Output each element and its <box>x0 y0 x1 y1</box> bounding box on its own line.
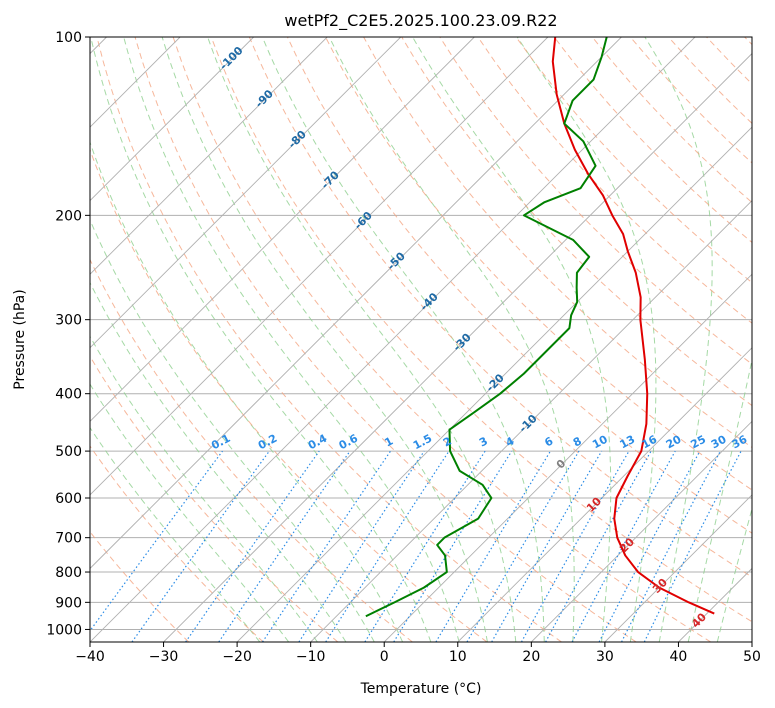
mixing-ratio-label: 10 <box>590 433 610 452</box>
x-tick-label: −10 <box>296 649 326 665</box>
moist-adiabat-line <box>161 37 488 642</box>
x-tick-label: 10 <box>449 649 467 665</box>
isotherm-line <box>383 273 752 642</box>
dry-adiabat-line <box>90 355 339 642</box>
x-tick-label: 40 <box>670 649 688 665</box>
isotherm-line <box>457 347 752 642</box>
y-axis-label: Pressure (hPa) <box>12 289 28 389</box>
plot-frame <box>89 36 753 643</box>
isotherms <box>90 37 752 642</box>
y-tick-label: 500 <box>55 444 82 460</box>
y-tick-label: 700 <box>55 531 82 547</box>
x-tick-label: 0 <box>380 649 389 665</box>
mixing-ratio-label: 25 <box>688 433 708 452</box>
x-tick-label: 30 <box>596 649 614 665</box>
dry-adiabat-line <box>90 445 264 642</box>
moist-adiabat-line <box>90 426 261 642</box>
x-axis-ticks: −40 −30 −20 −10 0 10 20 30 40 50 <box>75 642 761 665</box>
pressure-grid <box>90 37 752 630</box>
moist-adiabat-line <box>90 383 290 642</box>
y-tick-label: 1000 <box>46 622 82 638</box>
mixing-ratio-line <box>185 450 320 642</box>
isotherm-line <box>90 37 549 496</box>
x-tick-label: −40 <box>75 649 105 665</box>
isotherm-line <box>163 52 752 642</box>
y-tick-label: 600 <box>55 491 82 507</box>
y-tick-label: 400 <box>55 387 82 403</box>
isotherm-line <box>90 37 254 202</box>
isotherm-line <box>90 37 328 275</box>
moist-adiabat-line <box>90 335 318 642</box>
dry-adiabat-line <box>325 37 752 491</box>
x-tick-label: −30 <box>149 649 179 665</box>
moist-adiabat-line <box>516 37 657 642</box>
y-tick-label: 900 <box>55 595 82 611</box>
isotherm-line <box>90 37 402 349</box>
x-tick-label: 20 <box>522 649 540 665</box>
mixing-ratio-line <box>218 450 351 642</box>
mixing-ratio-line <box>262 450 392 642</box>
moist-adiabat-line <box>261 37 545 642</box>
moist-adiabat-line <box>123 37 460 642</box>
moist-adiabat-line <box>687 357 752 642</box>
y-tick-label: 100 <box>55 30 82 46</box>
mixing-ratio-line <box>131 450 270 642</box>
y-tick-label: 800 <box>55 565 82 581</box>
dry-adiabat-line <box>90 258 413 642</box>
dewpoint-profile-line <box>365 37 608 618</box>
mixing-ratio-line <box>643 450 742 642</box>
dry-adiabat-line <box>134 37 637 642</box>
mixing-ratio-label: 30 <box>709 433 729 452</box>
moist-adiabat-line <box>90 37 432 642</box>
mixing-ratio-line <box>325 450 450 642</box>
moist-adiabat-line <box>328 37 575 642</box>
mixing-ratio-label: 20 <box>664 433 684 452</box>
isotherm-line <box>310 200 752 642</box>
moist-adiabat-line <box>90 281 347 642</box>
isotherm-line <box>90 37 475 422</box>
mixing-ratio-lines <box>90 450 742 642</box>
x-tick-label: 50 <box>743 649 761 665</box>
mixing-ratio-label: 13 <box>618 433 638 452</box>
isotherm-line <box>236 126 752 642</box>
moist-adiabat-line <box>644 37 713 642</box>
dry-adiabat-line <box>210 37 752 623</box>
chart-title: wetPf2_C2E5.2025.100.23.09.R22 <box>284 11 557 31</box>
dry-adiabat-line <box>96 37 562 642</box>
y-tick-label: 300 <box>55 313 82 329</box>
moist-adiabat-line <box>716 507 752 642</box>
x-tick-label: −20 <box>222 649 252 665</box>
dry-adiabat-line <box>172 37 712 642</box>
mixing-ratio-line <box>520 450 630 642</box>
dry-adiabat-line <box>286 37 752 534</box>
isotherm-line <box>90 37 696 642</box>
mixing-ratio-label: 16 <box>640 433 660 452</box>
mixing-ratio-line <box>571 450 676 642</box>
mixing-ratio-label: 36 <box>730 433 750 452</box>
moist-adiabat-line <box>207 37 517 642</box>
moist-adiabat-line <box>90 140 404 642</box>
y-axis-ticks: 100 200 300 400 500 600 700 800 900 1000 <box>46 30 90 638</box>
isotherm-line <box>531 420 752 642</box>
isotherm-line <box>604 494 752 642</box>
mixing-ratio-line <box>90 450 224 632</box>
mixing-ratio-line <box>393 450 513 642</box>
mixing-ratio-line <box>545 450 652 642</box>
temperature-profile-line <box>551 37 715 615</box>
isotherm-line <box>90 37 622 570</box>
y-tick-label: 200 <box>55 208 82 224</box>
moist-adiabat-line <box>90 218 375 642</box>
profile-series <box>365 37 715 618</box>
x-axis-label: Temperature (°C) <box>360 681 482 697</box>
moist-adiabat-line <box>412 37 612 642</box>
moist-adiabats <box>90 37 752 642</box>
mixing-ratio-line <box>298 450 425 642</box>
